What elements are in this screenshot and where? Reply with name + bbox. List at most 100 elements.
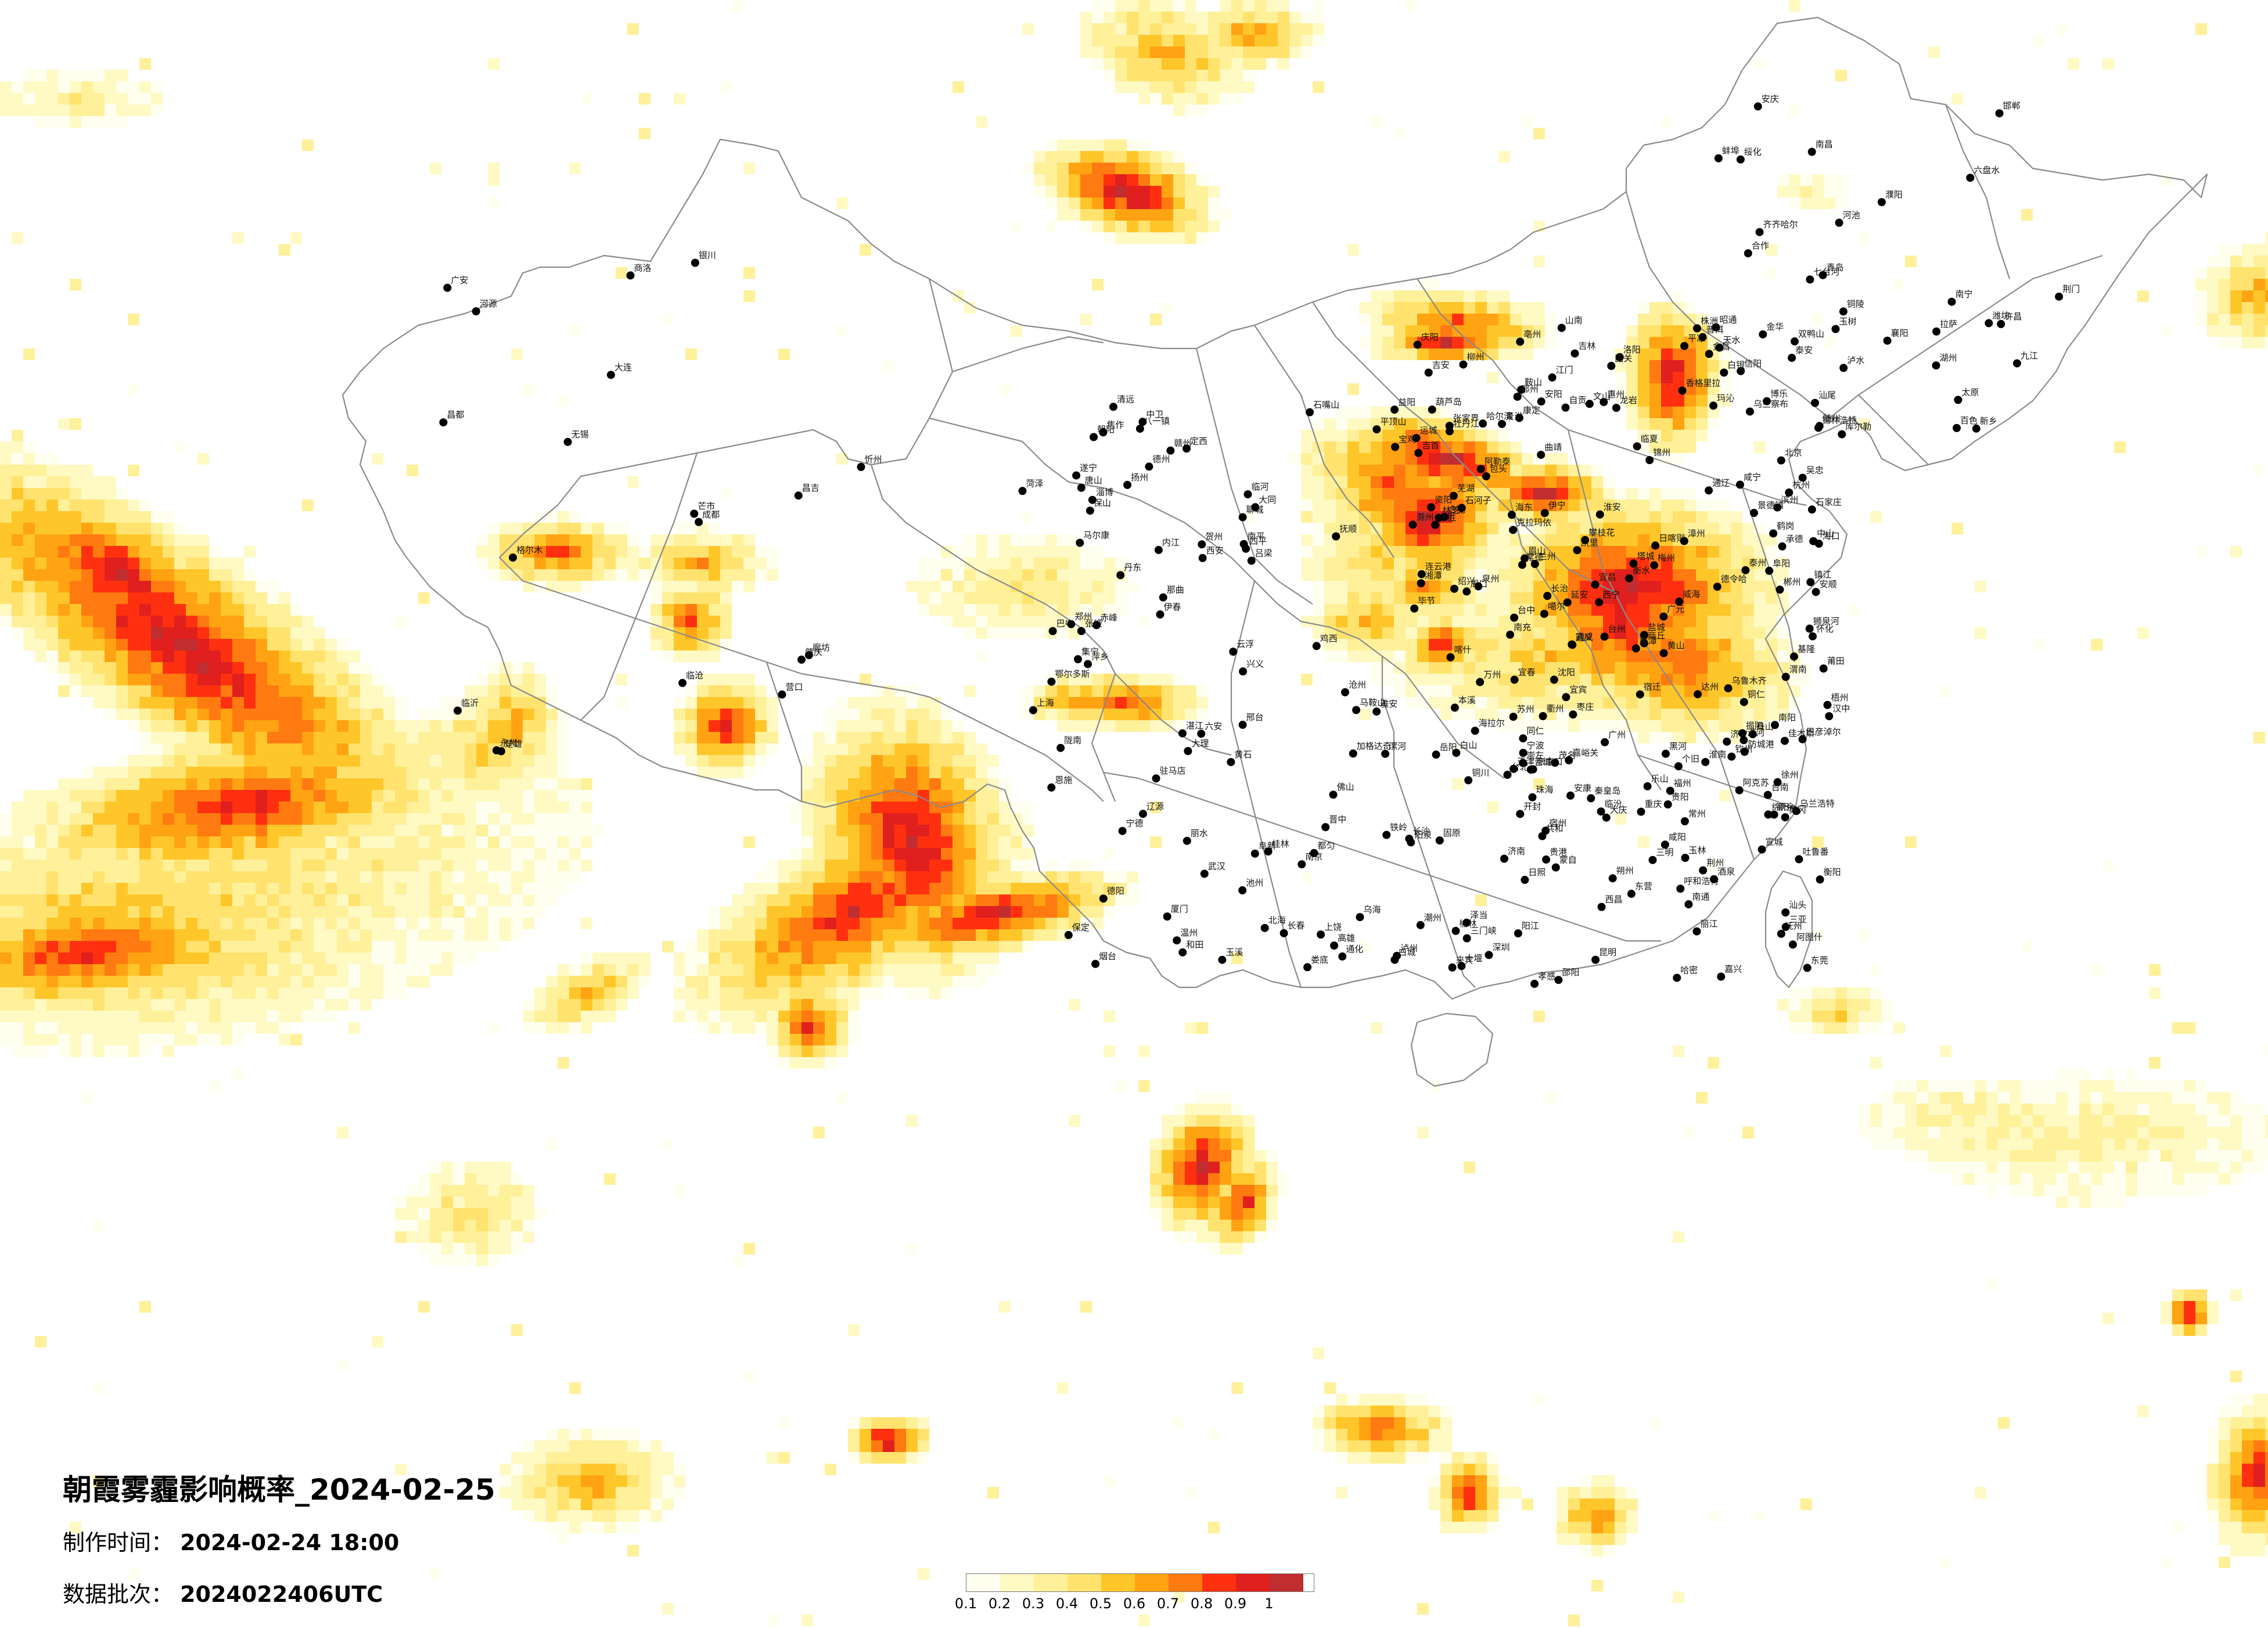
raster-cell — [871, 802, 883, 813]
raster-cell — [813, 1127, 825, 1138]
raster-cell — [93, 534, 105, 546]
raster-cell — [267, 651, 279, 662]
raster-cell — [2242, 244, 2253, 256]
raster-cell — [383, 720, 395, 732]
raster-cell — [163, 558, 174, 569]
raster-cell — [1615, 558, 1626, 569]
raster-cell — [244, 720, 256, 732]
raster-cell — [314, 639, 325, 651]
raster-cell — [860, 894, 871, 906]
raster-cell — [93, 883, 105, 894]
raster-cell — [2126, 1104, 2137, 1115]
raster-cell — [732, 941, 743, 953]
raster-cell — [546, 987, 558, 999]
raster-cell — [1673, 430, 1684, 441]
raster-cell — [418, 883, 430, 894]
raster-cell — [1777, 662, 1789, 674]
raster-cell — [70, 685, 81, 697]
raster-cell — [1452, 430, 1464, 441]
raster-cell — [1336, 488, 1347, 499]
raster-cell — [685, 348, 697, 360]
raster-cell — [685, 732, 697, 743]
raster-cell — [836, 1022, 848, 1034]
raster-cell — [186, 871, 197, 883]
raster-cell — [70, 918, 81, 929]
raster-cell — [314, 848, 325, 860]
raster-cell — [418, 918, 430, 929]
raster-cell — [256, 825, 267, 836]
raster-cell — [2230, 267, 2242, 279]
raster-cell — [1661, 720, 1673, 732]
raster-cell — [256, 1022, 267, 1034]
raster-cell — [860, 720, 871, 732]
raster-cell — [976, 558, 987, 569]
raster-cell — [627, 569, 639, 581]
raster-cell — [499, 848, 511, 860]
raster-cell — [1766, 546, 1777, 558]
raster-cell — [325, 976, 337, 987]
raster-cell — [1568, 476, 1580, 488]
raster-cell — [1789, 186, 1800, 197]
raster-cell — [976, 941, 987, 953]
raster-cell — [1359, 418, 1371, 430]
raster-cell — [46, 488, 58, 499]
raster-cell — [662, 592, 674, 604]
raster-cell — [1487, 604, 1498, 616]
raster-cell — [1127, 12, 1138, 23]
raster-cell — [894, 755, 906, 767]
raster-cell — [1661, 685, 1673, 697]
raster-cell — [1487, 511, 1498, 523]
raster-cell — [1196, 46, 1208, 58]
raster-cell — [1266, 35, 1278, 46]
raster-cell — [616, 546, 627, 558]
raster-cell — [70, 894, 81, 906]
raster-cell — [290, 906, 302, 918]
raster-cell — [360, 987, 372, 999]
raster-cell — [1975, 1150, 1986, 1162]
raster-cell — [1638, 662, 1649, 674]
raster-cell — [325, 709, 337, 720]
raster-cell — [801, 767, 813, 778]
raster-cell — [1870, 511, 1882, 523]
raster-cell — [337, 999, 348, 1011]
raster-cell — [685, 581, 697, 592]
raster-cell — [743, 743, 755, 755]
raster-cell — [302, 499, 314, 511]
raster-cell — [1661, 314, 1673, 325]
raster-cell — [197, 651, 209, 662]
raster-cell — [2149, 1115, 2161, 1127]
raster-cell — [488, 802, 499, 813]
raster-cell — [453, 778, 465, 790]
raster-cell — [337, 743, 348, 755]
raster-cell — [1092, 12, 1104, 23]
raster-cell — [604, 569, 616, 581]
raster-cell — [465, 743, 476, 755]
raster-cell — [1696, 395, 1708, 407]
raster-cell — [1359, 488, 1371, 499]
raster-cell — [1022, 546, 1034, 558]
raster-cell — [1673, 441, 1684, 453]
raster-cell — [1638, 418, 1649, 430]
raster-cell — [755, 720, 767, 732]
raster-cell — [1557, 476, 1568, 488]
raster-cell — [2242, 325, 2253, 337]
raster-cell — [1522, 534, 1533, 546]
raster-cell — [523, 569, 534, 581]
raster-cell — [372, 709, 383, 720]
raster-cell — [221, 778, 232, 790]
raster-cell — [151, 720, 163, 732]
raster-cell — [2161, 1080, 2172, 1092]
raster-cell — [279, 825, 290, 836]
raster-cell — [534, 523, 546, 534]
raster-cell — [256, 953, 267, 964]
raster-cell — [941, 802, 953, 813]
raster-cell — [1649, 639, 1661, 651]
raster-cell — [1022, 592, 1034, 604]
raster-cell — [139, 709, 151, 720]
raster-cell — [1162, 35, 1173, 46]
raster-cell — [116, 918, 128, 929]
raster-cell — [244, 790, 256, 802]
raster-cell — [906, 918, 918, 929]
raster-cell — [685, 697, 697, 709]
raster-cell — [813, 813, 825, 825]
